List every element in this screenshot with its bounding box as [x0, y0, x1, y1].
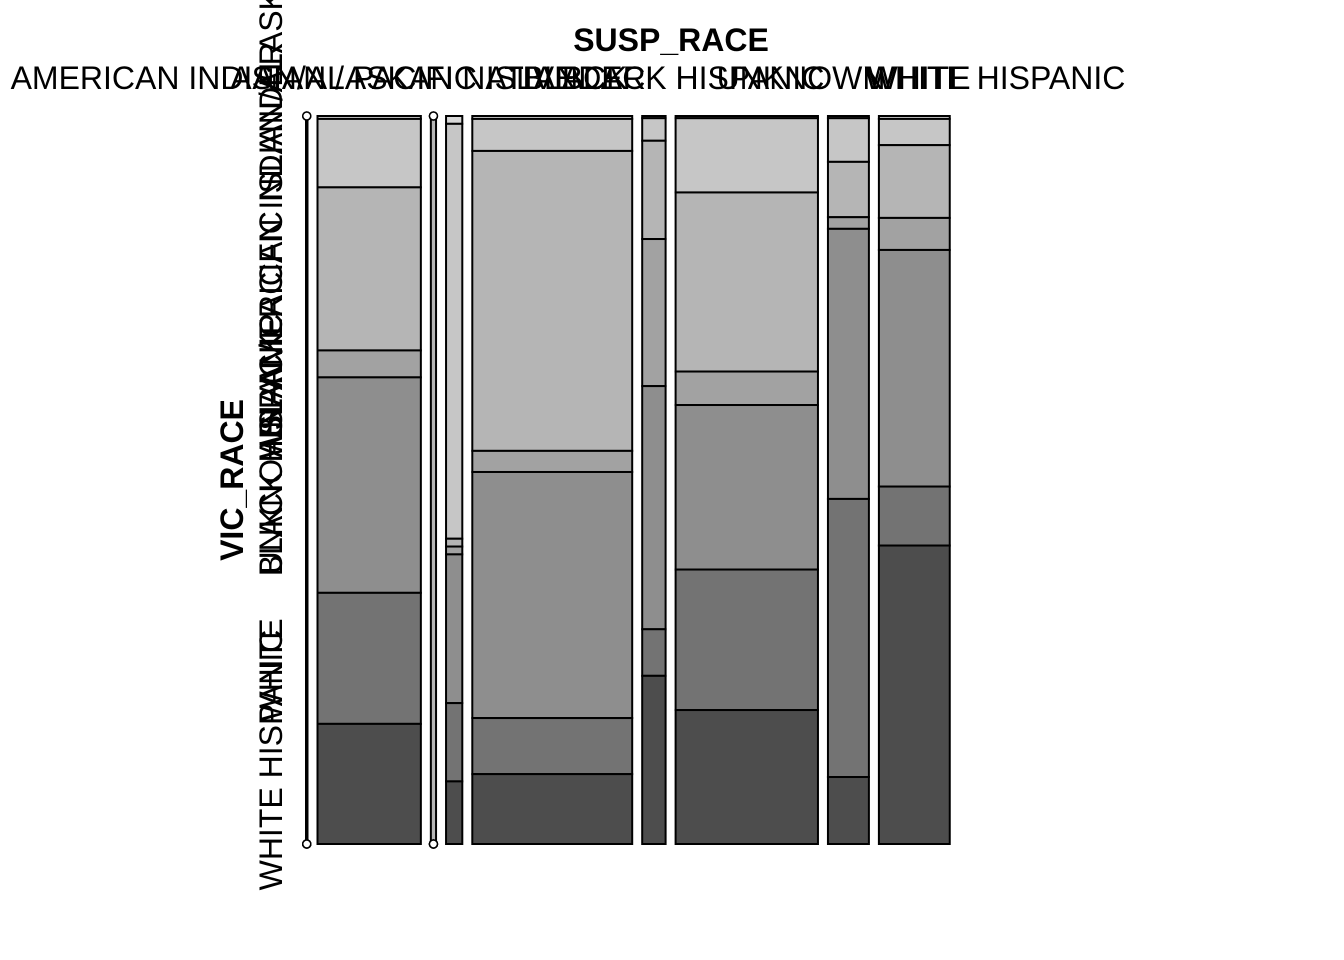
mosaic-tile	[471, 149, 634, 452]
x-tick-label: BLACK	[523, 60, 628, 96]
mosaic-tile	[641, 139, 667, 241]
mosaic-tile	[305, 115, 309, 845]
mosaic-tile	[445, 780, 464, 846]
y-tick-label: WHITE	[253, 618, 289, 721]
mosaic-tile	[445, 537, 464, 548]
x-tick-label: ASIAN / PACIFIC ISLANDER	[230, 60, 646, 96]
mosaic-tile	[445, 115, 464, 125]
x-tick-label: UNKNOWN	[717, 60, 886, 96]
x-tick-label: AMERICAN INDIAN/ALASKAN NATIVE	[11, 60, 576, 96]
x-tick-label: BLACK HISPANIC	[562, 60, 825, 96]
mosaic-tile	[877, 485, 951, 547]
mosaic-tile	[445, 553, 464, 705]
mosaic-tile	[674, 709, 819, 845]
empty-cell-marker	[428, 839, 439, 849]
mosaic-tile	[316, 591, 422, 725]
mosaic-tile	[471, 773, 634, 845]
mosaic-tile	[877, 248, 951, 488]
mosaic-tile	[674, 370, 819, 407]
mosaic-tile	[641, 117, 667, 142]
mosaic-tile	[429, 115, 438, 845]
mosaic-tile	[641, 385, 667, 631]
mosaic-tile	[445, 545, 464, 556]
mosaic-tile	[471, 470, 634, 720]
mosaic-tile	[445, 702, 464, 783]
x-axis-title: SUSP_RACE	[573, 22, 769, 58]
y-tick-label: BLACK HISPANIC	[253, 314, 289, 577]
mosaic-tile	[641, 628, 667, 677]
mosaic-tile	[826, 227, 870, 500]
mosaic-tile	[826, 160, 870, 219]
empty-cell-marker	[302, 839, 312, 849]
mosaic-tile	[445, 122, 464, 540]
mosaic-tile	[316, 376, 422, 594]
x-tick-label: WHITE HISPANIC	[865, 60, 1126, 96]
y-tick-label: ASIAN / PACIFIC ISLANDER	[253, 42, 289, 458]
mosaic-tile	[826, 117, 870, 163]
mosaic-tile	[674, 117, 819, 194]
mosaic-tile	[674, 404, 819, 571]
mosaic-tile	[471, 117, 634, 152]
mosaic-tile	[316, 186, 422, 352]
y-tick-label: BLACK	[253, 333, 289, 438]
mosaic-tile	[877, 216, 951, 251]
y-tick-label: WHITE HISPANIC	[253, 630, 289, 891]
y-tick-label: AMERICAN INDIAN/ALASKAN NATIVE	[253, 0, 289, 387]
mosaic-tile	[877, 117, 951, 147]
y-tick-label: UNKNOWN	[253, 406, 289, 575]
mosaic-tile	[826, 776, 870, 846]
mosaic-tile	[877, 144, 951, 219]
x-tick-label: WHITE	[867, 60, 970, 96]
mosaic-tile	[316, 349, 422, 379]
mosaic-tile	[471, 717, 634, 776]
mosaic-tile	[826, 497, 870, 779]
mosaic-tile	[877, 544, 951, 846]
y-axis-title: VIC_RACE	[214, 399, 250, 561]
mosaic-tile	[641, 674, 667, 846]
mosaic-tile	[316, 117, 422, 189]
mosaic-tile	[674, 191, 819, 373]
mosaic-tile	[674, 568, 819, 712]
empty-cell-marker	[428, 111, 439, 121]
mosaic-tile	[316, 722, 422, 846]
mosaic-tile	[826, 216, 870, 230]
mosaic-tile	[471, 449, 634, 473]
empty-cell-marker	[302, 111, 312, 121]
mosaic-tile	[641, 238, 667, 388]
